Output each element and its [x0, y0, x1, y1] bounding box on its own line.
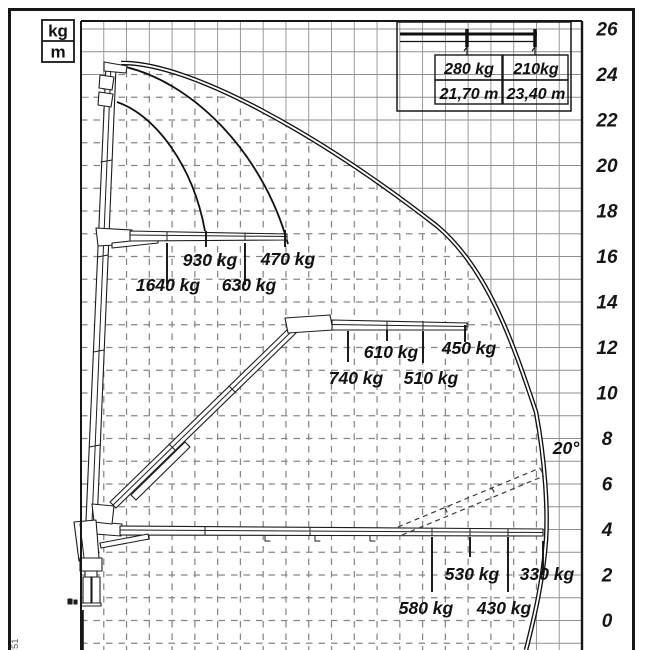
load-label-430kg: 430 kg	[476, 598, 532, 618]
load-label-470kg: 470 kg	[260, 249, 316, 269]
envelope-interior	[81, 62, 547, 650]
units-kg-label: kg	[48, 22, 68, 41]
y-axis-label-26: 26	[595, 20, 618, 41]
plot-frame	[80, 20, 584, 650]
jib1-reach-value: 21,70 m	[439, 86, 499, 103]
load-label-330kg: 330 kg	[520, 564, 575, 584]
capacity-labels: 1640 kg 930 kg 630 kg 470 kg 740 kg 610 …	[136, 249, 580, 618]
load-label-450kg: 450 kg	[441, 338, 497, 358]
load-label-530kg: 530 kg	[445, 564, 500, 584]
load-label-630kg: 630 kg	[222, 275, 277, 295]
load-label-740kg: 740 kg	[329, 368, 384, 388]
y-axis-label-16: 16	[596, 247, 618, 268]
crane-boom-20deg-dashed	[397, 467, 545, 536]
crane-boom-lower-drawing	[67, 503, 544, 607]
page-border	[8, 8, 635, 650]
crane-boom-upper-drawing	[95, 227, 288, 249]
jib-inset-box: 280 kg 21,70 m 210kg 23,40 m	[396, 21, 572, 112]
arc-middle-boom-path	[120, 65, 289, 245]
units-legend-box: kg m	[41, 19, 75, 63]
y-axis-label-8: 8	[602, 429, 613, 450]
y-axis-label-14: 14	[596, 293, 618, 314]
document-code: 51	[10, 638, 21, 649]
load-label-930kg: 930 kg	[183, 250, 238, 270]
y-axis-label-22: 22	[595, 111, 618, 132]
y-axis-labels: 26 24 22 20 18 16 14 12 10 8 6 4 2 0	[595, 20, 618, 633]
load-label-610kg: 610 kg	[364, 342, 419, 362]
angle-label: 20°	[552, 438, 580, 458]
envelope-curve-gap	[120, 62, 548, 650]
y-axis-label-12: 12	[596, 338, 618, 359]
crane-boom-middle-drawing	[109, 314, 468, 509]
crane-mast-drawing	[85, 61, 128, 525]
jib-hook-pins	[463, 29, 537, 55]
y-axis-label-10: 10	[596, 384, 618, 405]
y-axis-label-18: 18	[596, 202, 618, 223]
y-axis-label-20: 20	[595, 156, 618, 177]
capacity-ticks	[166, 230, 544, 592]
jib1-load-value: 280 kg	[443, 61, 494, 78]
units-m-label: m	[50, 43, 65, 62]
jib2-load-value: 210kg	[512, 61, 559, 78]
y-axis-label-24: 24	[595, 65, 618, 86]
load-label-1640kg: 1640 kg	[136, 275, 201, 295]
y-axis-label-6: 6	[602, 475, 613, 496]
y-axis-label-4: 4	[601, 520, 613, 541]
load-label-580kg: 580 kg	[399, 598, 454, 618]
jib2-reach-value: 23,40 m	[506, 86, 566, 103]
arc-inner-boom-path	[116, 101, 206, 232]
y-axis-label-2: 2	[601, 566, 613, 587]
y-axis-label-0: 0	[602, 611, 613, 632]
load-label-510kg: 510 kg	[404, 368, 459, 388]
